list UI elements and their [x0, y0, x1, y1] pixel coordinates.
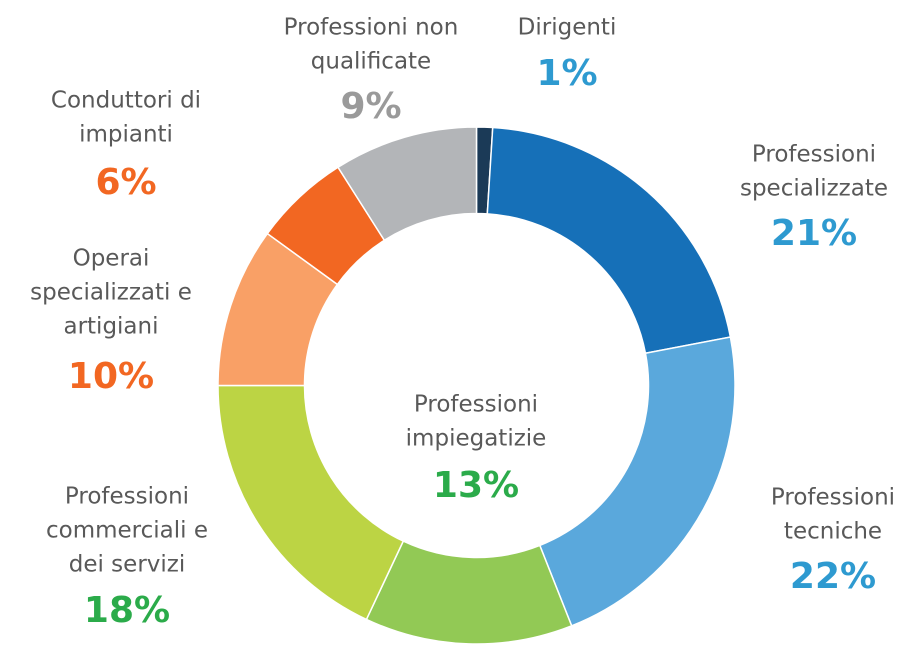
- slice-label: impianti: [79, 122, 173, 148]
- value-label: 13%: [433, 465, 519, 506]
- slice-label: Professioni: [414, 392, 538, 418]
- value-label: 18%: [84, 590, 170, 631]
- value-label: 22%: [790, 556, 876, 597]
- slice-label: Professioni: [65, 484, 189, 510]
- slice-label: specializzati e: [30, 280, 192, 306]
- donut-slice: [486, 126, 732, 355]
- value-label: 1%: [536, 53, 597, 94]
- value-label: 9%: [340, 86, 401, 127]
- slice-label: Operai: [73, 246, 150, 272]
- donut-slice: [336, 126, 478, 242]
- slice-label: specializzate: [740, 176, 888, 202]
- donut-slice: [217, 384, 405, 621]
- slice-label: dei servizi: [69, 552, 186, 578]
- slice-label: Professioni non: [284, 15, 459, 41]
- donut-slice: [365, 540, 573, 645]
- slice-label: Professioni: [771, 485, 895, 511]
- value-label: 21%: [771, 213, 857, 254]
- slice-label: impiegatizie: [406, 426, 547, 452]
- value-label: 6%: [95, 162, 156, 203]
- slice-label: Dirigenti: [518, 15, 617, 41]
- slice-label: tecniche: [784, 519, 882, 545]
- slice-label: qualificate: [311, 49, 431, 75]
- slice-label: commerciali e: [46, 518, 208, 544]
- donut-slice: [538, 336, 736, 627]
- value-label: 10%: [68, 356, 154, 397]
- slice-label: Conduttori di: [51, 88, 201, 114]
- slice-label: artigiani: [63, 314, 158, 340]
- slice-label: Professioni: [752, 142, 876, 168]
